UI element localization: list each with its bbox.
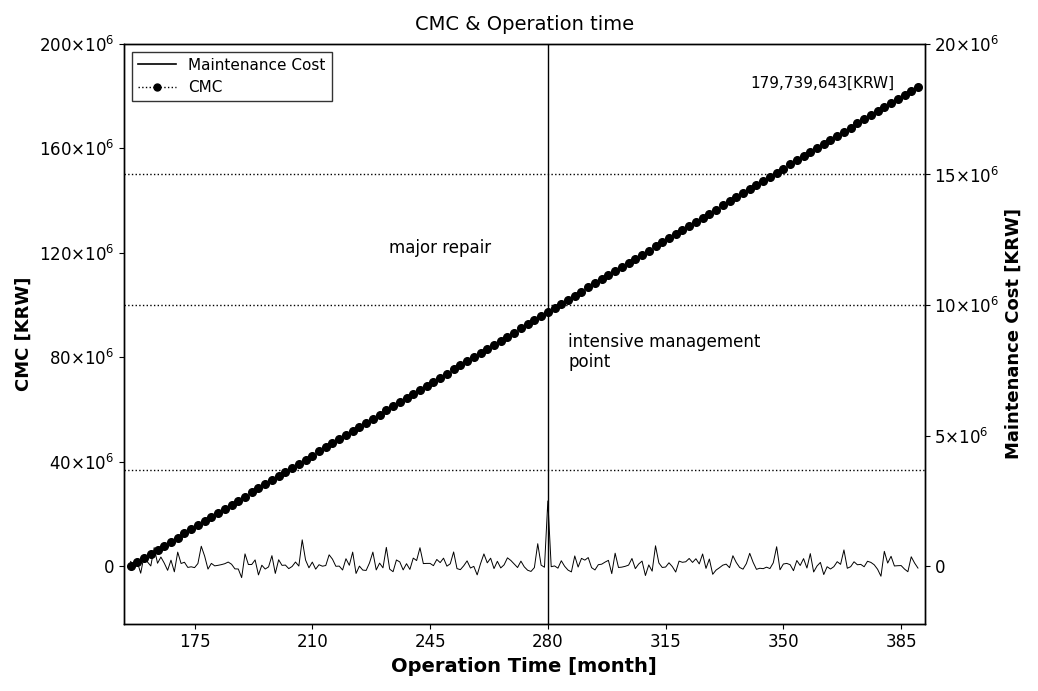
X-axis label: Operation Time [month]: Operation Time [month]	[391, 657, 657, 676]
Legend: Maintenance Cost, CMC: Maintenance Cost, CMC	[132, 52, 331, 102]
Y-axis label: CMC [KRW]: CMC [KRW]	[15, 276, 33, 391]
Text: intensive management
point: intensive management point	[568, 332, 761, 372]
Text: major repair: major repair	[389, 238, 491, 256]
Y-axis label: Maintenance Cost [KRW]: Maintenance Cost [KRW]	[1005, 208, 1023, 460]
Title: CMC & Operation time: CMC & Operation time	[415, 15, 634, 34]
Text: 179,739,643[KRW]: 179,739,643[KRW]	[750, 76, 895, 91]
